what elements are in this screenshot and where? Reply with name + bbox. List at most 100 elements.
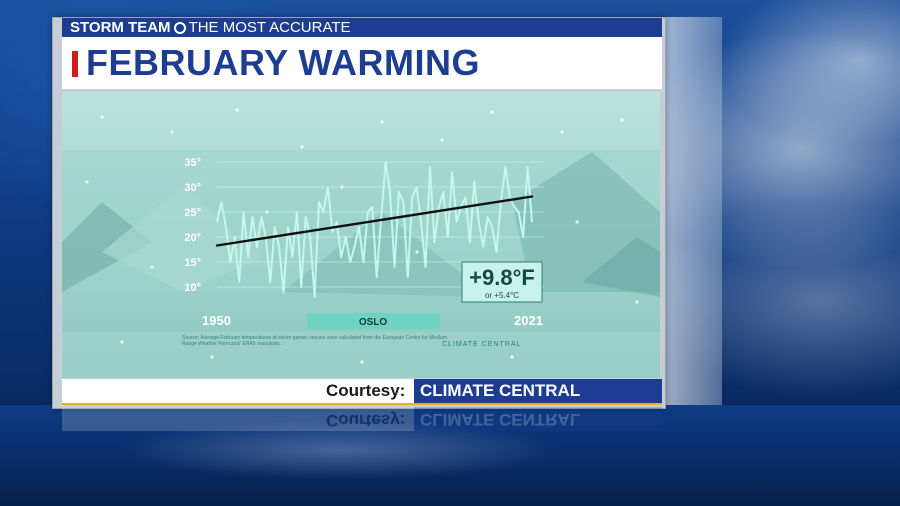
data-point xyxy=(296,211,298,213)
data-point xyxy=(314,296,316,298)
data-point xyxy=(318,201,320,203)
studio-floor xyxy=(0,405,900,506)
data-point xyxy=(349,261,351,263)
data-point xyxy=(243,211,245,213)
data-point xyxy=(487,216,489,218)
snowflake xyxy=(620,118,624,122)
mountain-shape xyxy=(62,202,152,292)
x-end-label: 2021 xyxy=(514,313,543,328)
snowflake xyxy=(415,250,419,254)
data-point xyxy=(278,246,280,248)
station-name: STORM TEAM xyxy=(70,19,171,36)
data-point xyxy=(305,216,307,218)
data-point xyxy=(522,236,524,238)
y-tick-label: 30° xyxy=(184,182,201,194)
data-point xyxy=(247,256,249,258)
data-point xyxy=(238,281,240,283)
source-note: Source: Average February temperatures at… xyxy=(182,335,448,347)
climate-central-logo: CLIMATE CENTRAL xyxy=(442,341,521,348)
badge-sub-value: or +5.4°C xyxy=(485,291,519,300)
station-tagline: THE MOST ACCURATE xyxy=(188,19,351,36)
snowflake xyxy=(210,355,214,359)
data-point xyxy=(469,241,471,243)
data-point xyxy=(340,256,342,258)
data-point xyxy=(274,226,276,228)
data-point xyxy=(358,226,360,228)
snowflake xyxy=(235,108,239,112)
data-point xyxy=(380,216,382,218)
data-point xyxy=(384,161,387,163)
chart-panel: 35° 30° 25° 20° 15° 10° +9.8°F or +5.4°C 1950… xyxy=(62,92,660,378)
data-point xyxy=(309,236,311,238)
trend-line xyxy=(215,195,534,247)
snowflake xyxy=(575,220,579,224)
data-point xyxy=(473,181,475,183)
data-point xyxy=(491,226,493,228)
snowflake xyxy=(100,115,104,119)
snowflake xyxy=(120,340,124,344)
data-point xyxy=(509,196,511,198)
series-group xyxy=(216,161,533,298)
data-point xyxy=(229,261,231,263)
data-point xyxy=(269,281,271,283)
snowflake xyxy=(150,265,154,269)
snowflake xyxy=(635,300,639,304)
data-point xyxy=(482,246,484,248)
snowflake xyxy=(170,130,174,134)
mountain-shape xyxy=(282,212,492,297)
data-point xyxy=(433,241,435,243)
x-start-label: 1950 xyxy=(202,313,231,328)
y-tick-label: 10° xyxy=(184,282,201,294)
gold-rule xyxy=(62,403,662,405)
data-point xyxy=(424,266,427,268)
mountain-shape xyxy=(102,187,262,292)
snowflake xyxy=(85,180,89,184)
snowflakes xyxy=(85,108,639,364)
data-point xyxy=(371,206,373,208)
snowflake xyxy=(380,120,384,124)
city-label: OSLO xyxy=(359,317,388,328)
data-point xyxy=(327,186,329,188)
data-point xyxy=(504,166,506,168)
data-point xyxy=(442,191,444,193)
data-point xyxy=(331,231,333,233)
brand-bar: STORM TEAM THE MOST ACCURATE xyxy=(62,18,662,37)
courtesy-label: Courtesy: xyxy=(326,381,406,400)
data-point xyxy=(256,246,258,248)
courtesy-source: CLIMATE CENTRAL xyxy=(414,379,662,403)
badge-box xyxy=(461,261,543,303)
page-title: FEBRUARY WARMING xyxy=(86,42,480,83)
data-point xyxy=(220,201,223,203)
channel-4-logo-icon xyxy=(173,22,186,34)
floor-glow xyxy=(120,420,560,480)
data-point xyxy=(438,206,440,208)
data-point xyxy=(282,291,285,293)
data-point xyxy=(420,221,422,223)
data-point xyxy=(345,236,347,238)
data-point xyxy=(393,266,396,268)
data-point xyxy=(389,191,391,193)
data-point xyxy=(464,196,467,198)
data-point xyxy=(429,166,431,168)
snowflake xyxy=(440,138,444,142)
data-point xyxy=(260,216,262,218)
y-axis-ticks: 35° 30° 25° 20° 15° 10° xyxy=(184,157,201,294)
data-point xyxy=(287,226,289,228)
data-point xyxy=(251,216,254,218)
data-point xyxy=(353,246,356,248)
data-point xyxy=(402,201,404,203)
data-point xyxy=(216,221,218,223)
chart-svg: 35° 30° 25° 20° 15° 10° +9.8°F or +5.4°C 1950… xyxy=(62,92,660,378)
data-point xyxy=(455,221,458,223)
snowflake xyxy=(560,130,564,134)
climate-central-logo-text: CLIMATE CENTRAL xyxy=(442,341,521,348)
data-point xyxy=(416,186,418,188)
data-point xyxy=(478,221,480,223)
data-point xyxy=(300,286,302,288)
snowflake xyxy=(360,360,364,364)
data-point xyxy=(322,211,325,213)
data-point xyxy=(291,256,294,258)
data-point xyxy=(411,196,413,198)
y-tick-label: 15° xyxy=(184,257,201,269)
data-point xyxy=(526,166,529,168)
